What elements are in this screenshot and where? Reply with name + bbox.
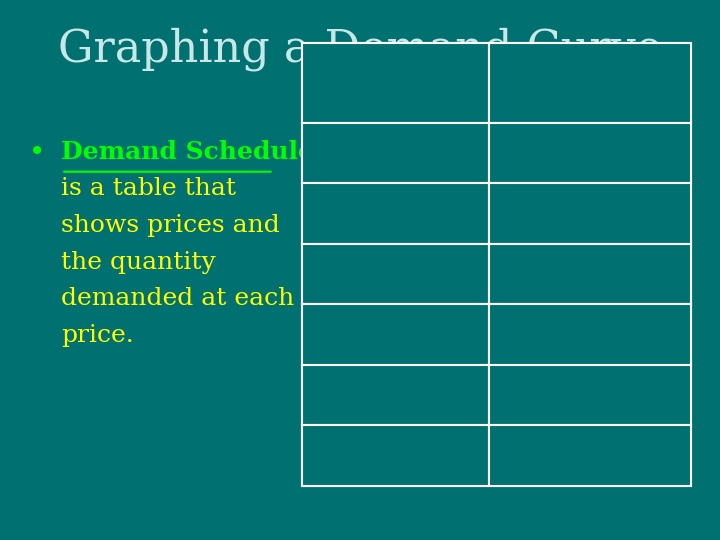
Text: Quantity
Demanded: Quantity Demanded bbox=[532, 64, 648, 103]
Text: is a table that: is a table that bbox=[61, 177, 236, 200]
Text: $1.25: $1.25 bbox=[313, 386, 369, 404]
Bar bbox=[302, 43, 691, 486]
Bar bbox=[302, 426, 489, 486]
Bar bbox=[489, 426, 691, 486]
Bar bbox=[302, 305, 489, 365]
Text: the quantity: the quantity bbox=[61, 251, 216, 274]
Bar bbox=[489, 123, 691, 184]
Text: Graphing a Demand Curve: Graphing a Demand Curve bbox=[58, 27, 662, 71]
Text: $.50: $.50 bbox=[313, 205, 356, 222]
Text: demanded at each: demanded at each bbox=[61, 287, 294, 310]
Text: •: • bbox=[29, 140, 45, 167]
Text: price.: price. bbox=[61, 324, 134, 347]
Bar bbox=[489, 43, 691, 123]
Text: $0.25: $0.25 bbox=[313, 144, 369, 162]
Bar bbox=[302, 244, 489, 305]
Text: $1.50: $1.50 bbox=[313, 447, 369, 465]
Bar bbox=[302, 184, 489, 244]
Bar bbox=[489, 184, 691, 244]
Bar bbox=[489, 365, 691, 426]
Text: $.75: $.75 bbox=[313, 265, 356, 283]
Text: $1.00: $1.00 bbox=[313, 326, 369, 344]
Text: shows prices and: shows prices and bbox=[61, 214, 280, 237]
Bar bbox=[302, 43, 489, 123]
Bar bbox=[489, 305, 691, 365]
Text: Price Per
Soda: Price Per Soda bbox=[346, 64, 446, 103]
Bar bbox=[489, 244, 691, 305]
Bar bbox=[302, 365, 489, 426]
Bar bbox=[302, 123, 489, 184]
Text: Demand Schedule: Demand Schedule bbox=[61, 140, 314, 164]
